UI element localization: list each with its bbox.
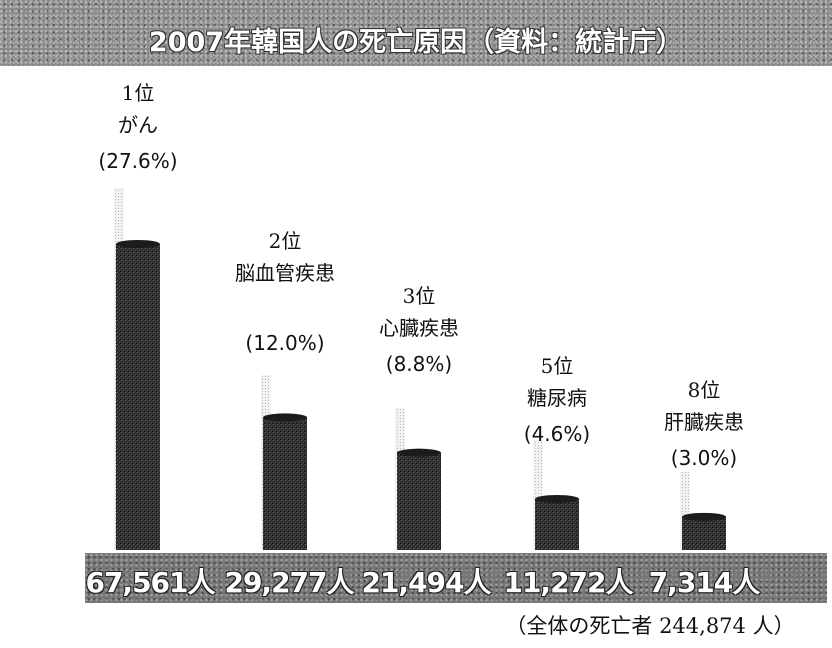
count-label-heart: 21,494人 <box>361 566 491 599</box>
count-label-cerebrovascular: 29,277人 <box>224 566 354 599</box>
rank-label: 1位 <box>122 81 155 105</box>
bar-cap <box>263 413 307 422</box>
percent-label: (8.8%) <box>386 352 452 376</box>
percent-label: (27.6%) <box>98 149 177 173</box>
percent-label: (3.0%) <box>671 446 737 470</box>
rank-label: 2位 <box>269 229 302 253</box>
category-label: 心臓疾患 <box>379 316 459 340</box>
bar <box>535 498 579 550</box>
percent-label: (12.0%) <box>245 331 324 355</box>
total-deaths-note: （全体の死亡者 244,874 人） <box>505 614 795 638</box>
bar <box>116 244 160 550</box>
bar-cap <box>116 240 160 248</box>
count-strip <box>85 553 827 603</box>
count-label-gan: 67,561人 <box>85 566 215 599</box>
chart-title: 2007年韓国人の死亡原因（資料：統計庁） <box>148 27 684 58</box>
bar-track <box>680 472 690 550</box>
title-banner: 2007年韓国人の死亡原因（資料：統計庁） <box>0 0 832 66</box>
rank-label: 8位 <box>688 378 721 402</box>
category-label: 糖尿病 <box>527 386 587 410</box>
rank-label: 3位 <box>403 284 436 308</box>
bar <box>263 417 307 550</box>
rank-label: 5位 <box>541 354 574 378</box>
category-label: 肝臓疾患 <box>664 410 744 434</box>
percent-label: (4.6%) <box>524 422 590 446</box>
count-label-diabetes: 11,272人 <box>503 566 633 599</box>
bar <box>397 452 441 550</box>
bar-cap <box>535 494 579 503</box>
bar-cap <box>682 512 726 521</box>
category-label: がん <box>118 113 158 137</box>
count-label-liver: 7,314人 <box>648 566 761 599</box>
bar-cap <box>397 448 441 457</box>
bar <box>682 516 726 550</box>
category-label: 脳血管疾患 <box>235 261 335 285</box>
bar-track <box>533 440 543 550</box>
